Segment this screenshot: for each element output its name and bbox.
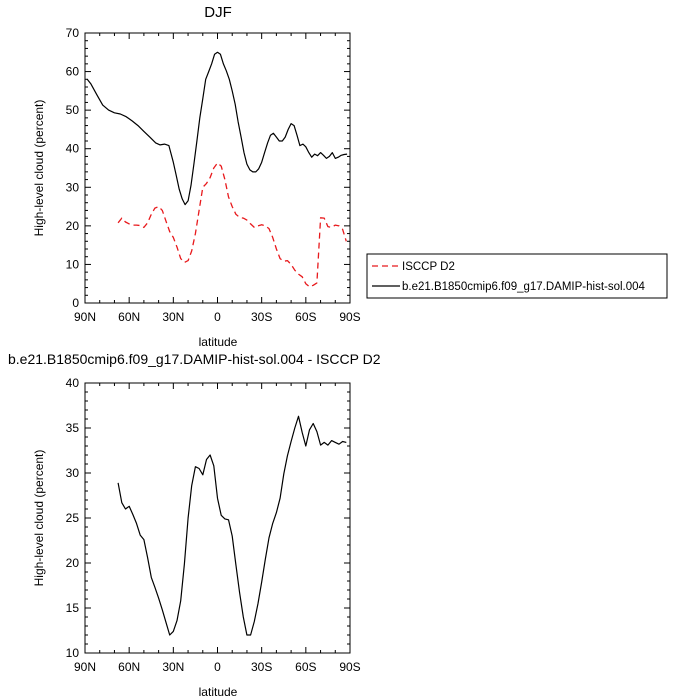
top-y-tick-label: 10 <box>66 257 80 271</box>
top-y-tick-label: 30 <box>66 180 80 194</box>
bottom-chart-title: b.e21.B1850cmip6.f09_g17.DAMIP-hist-sol.… <box>8 351 381 367</box>
bottom-x-tick-label: 30S <box>251 660 272 674</box>
bottom-axis-ticks: 90N 60N 30N 0 30S 60S 90S 10 15 20 25 30 35 40 <box>66 376 361 674</box>
bottom-plot-frame <box>84 382 351 654</box>
top-plot-frame <box>84 32 351 304</box>
top-y-axis-label: High-level cloud (percent) <box>32 100 46 237</box>
bottom-x-tick-label: 60N <box>118 660 140 674</box>
top-x-tick-label: 60N <box>118 310 140 324</box>
top-y-tick-label: 20 <box>66 219 80 233</box>
top-x-tick-label: 30N <box>162 310 184 324</box>
bottom-y-tick-label: 15 <box>66 601 80 615</box>
legend: ISCCP D2 b.e21.B1850cmip6.f09_g17.DAMIP-… <box>366 253 668 299</box>
bottom-series-lines <box>117 415 347 636</box>
bottom-x-tick-label: 60S <box>295 660 316 674</box>
top-panel: DJF 90N 60N 30N 0 30S 60S 90S 0 10 20 30 40 50 60 70 l… <box>32 4 361 349</box>
top-y-tick-label: 0 <box>72 296 79 310</box>
bottom-y-tick-label: 20 <box>66 556 80 570</box>
bottom-y-tick-label: 25 <box>66 511 80 525</box>
top-y-tick-label: 60 <box>66 65 80 79</box>
top-x-axis-label: latitude <box>199 335 238 349</box>
top-chart-title: DJF <box>204 4 232 21</box>
top-x-tick-label: 90S <box>339 310 360 324</box>
legend-label-model: b.e21.B1850cmip6.f09_g17.DAMIP-hist-sol.… <box>402 281 646 293</box>
bottom-x-tick-label: 90N <box>74 660 96 674</box>
top-x-tick-label: 90N <box>74 310 96 324</box>
bottom-panel: b.e21.B1850cmip6.f09_g17.DAMIP-hist-sol.… <box>8 351 381 699</box>
bottom-x-tick-label: 30N <box>162 660 184 674</box>
legend-label-isccp: ISCCP D2 <box>402 261 455 273</box>
bottom-y-axis-label: High-level cloud (percent) <box>32 450 46 587</box>
bottom-y-tick-label: 35 <box>66 421 80 435</box>
bottom-y-tick-label: 30 <box>66 466 80 480</box>
top-axis-ticks: 90N 60N 30N 0 30S 60S 90S 0 10 20 30 40 50 60 70 <box>66 26 361 324</box>
top-y-tick-label: 50 <box>66 103 80 117</box>
bottom-y-tick-label: 40 <box>66 376 80 390</box>
bottom-x-tick-label: 90S <box>339 660 360 674</box>
top-x-tick-label: 30S <box>251 310 272 324</box>
top-series-line-0 <box>117 162 347 288</box>
top-series-lines <box>86 51 348 288</box>
legend-box <box>366 253 668 299</box>
top-x-tick-label: 60S <box>295 310 316 324</box>
top-series-line-1 <box>86 51 348 206</box>
top-y-tick-label: 40 <box>66 142 80 156</box>
bottom-x-axis-label: latitude <box>199 685 238 699</box>
bottom-y-tick-label: 10 <box>66 646 80 660</box>
bottom-series-line-0 <box>117 415 347 636</box>
bottom-x-tick-label: 0 <box>214 660 221 674</box>
top-y-tick-label: 70 <box>66 26 80 40</box>
top-x-tick-label: 0 <box>214 310 221 324</box>
